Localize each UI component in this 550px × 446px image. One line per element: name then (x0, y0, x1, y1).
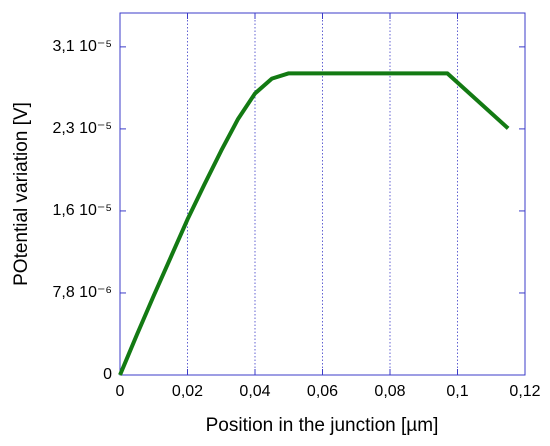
y-tick-label: 1,6 10⁻⁵ (52, 202, 112, 219)
y-tick-label: 7,8 10⁻⁶ (52, 284, 112, 301)
y-tick-label: 0 (103, 366, 112, 383)
y-axis-label: POtential variation [V] (11, 102, 32, 286)
x-axis-label: Position in the junction [µm] (206, 415, 439, 436)
x-tick-label: 0,06 (307, 383, 338, 400)
x-tick-label: 0,04 (239, 383, 270, 400)
y-tick-label: 2,3 10⁻⁵ (52, 120, 112, 137)
x-tick-label: 0 (116, 383, 125, 400)
x-tick-label: 0,1 (446, 383, 468, 400)
x-tick-label: 0,12 (509, 383, 540, 400)
plot-frame (119, 12, 526, 376)
y-tick-label: 3,1 10⁻⁵ (52, 38, 112, 55)
x-tick-label: 0,08 (374, 383, 405, 400)
data-line (118, 71, 510, 376)
x-tick-label: 0,02 (172, 383, 203, 400)
